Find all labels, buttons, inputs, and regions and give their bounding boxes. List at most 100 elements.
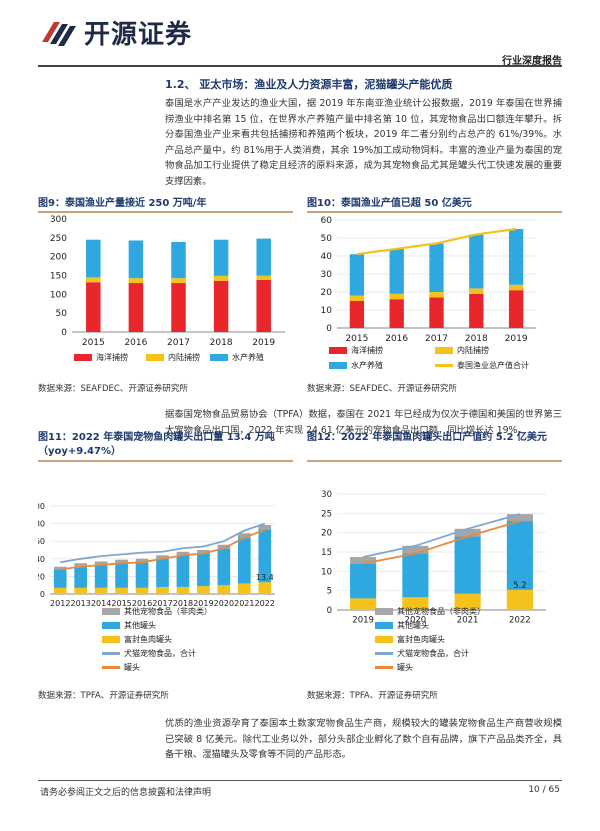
bar-segment — [508, 290, 524, 328]
figure-10-source: 数据来源：SEAFDEC、开源证券研究所 — [307, 384, 457, 394]
y-tick-label: 20 — [321, 288, 333, 298]
series-line — [356, 227, 517, 256]
bar-segment — [156, 555, 169, 559]
y-tick-label: 60 — [38, 537, 45, 546]
legend-swatch — [102, 608, 120, 615]
bar-segment — [213, 239, 229, 276]
x-tick-label: 2022 — [255, 599, 275, 608]
bar-segment — [74, 587, 88, 594]
bar-segment — [197, 553, 210, 587]
bar-segment — [508, 284, 524, 291]
bar-segment — [402, 553, 429, 598]
y-tick-label: 40 — [38, 555, 45, 564]
bar-segment — [389, 299, 404, 328]
legend-label: 犬猫宠物食品，合计 — [124, 649, 196, 658]
bar-segment — [258, 525, 272, 530]
legend-swatch — [329, 362, 347, 369]
bar-segment — [94, 561, 108, 565]
bar-segment — [258, 529, 272, 583]
bar-segment — [237, 583, 251, 594]
figure-11-source: 数据来源：TPFA、开源证券研究所 — [38, 691, 169, 701]
legend-label: 其他罐头 — [124, 621, 156, 630]
y-tick-label: 30 — [321, 490, 332, 500]
legend-item: 泰国渔业总产值合计 — [435, 360, 529, 371]
bar-segment — [429, 297, 444, 328]
bar-segment — [135, 562, 149, 588]
legend-swatch — [375, 636, 393, 643]
figure-12-legend: 其他宠物食品（非肉类） 其他罐头 富封鱼肉罐头 犬猫宠物食品，合计 罐头 — [307, 606, 562, 686]
y-tick-label: 0 — [327, 606, 332, 616]
section-heading: 1.2、 亚太市场：渔业及人力资源丰富，泥猫罐头产能优质 — [165, 78, 453, 91]
bar-segment — [429, 243, 444, 292]
bar-segment — [86, 282, 101, 332]
y-tick-label: 100 — [38, 502, 45, 511]
x-tick-label: 2022 — [509, 616, 531, 626]
bar-segment — [53, 566, 67, 570]
bar-segment — [156, 586, 169, 594]
legend-item: 内陆捕捞 — [435, 345, 489, 356]
y-tick-label: 0 — [61, 328, 67, 338]
figure-12-chart: 0 5 10 15 20 25 30 2019 2020 2021 2022 5.2 — [321, 490, 546, 626]
legend-label: 罐头 — [397, 663, 413, 672]
y-tick-label: 80 — [38, 520, 45, 529]
figure-9-chart: 0 50 100 150 200 250 300 2015 2016 2017 2018 2019 — [50, 215, 285, 348]
x-tick-label: 2020 — [405, 616, 427, 626]
bar-segment — [389, 293, 404, 300]
bar-segment — [217, 585, 231, 594]
report-type-label: 行业深度报告 — [502, 56, 562, 67]
figure-11-title: 图11：2022 年泰国宠物鱼肉罐头出口量 13.4 万吨（yoy+9.47%） — [38, 432, 275, 457]
y-tick-label: 15 — [321, 548, 332, 558]
legend-swatch — [102, 636, 120, 643]
legend-item: 水产养殖 — [210, 352, 264, 363]
data-label: 5.2 — [513, 581, 527, 591]
bar-segment — [135, 558, 149, 563]
x-tick-label: 2012 — [50, 599, 70, 608]
bar-segment — [53, 569, 67, 588]
brand-logo-icon — [42, 22, 76, 46]
bar-segment — [258, 582, 272, 594]
legend-item: 罐头 — [102, 662, 140, 673]
bar-segment — [454, 536, 481, 594]
y-tick-label: 0 — [326, 324, 332, 334]
bar-segment — [217, 548, 231, 586]
figure-10-title: 图10：泰国渔业产值已超 50 亿美元 — [307, 198, 472, 209]
legend-swatch — [435, 364, 453, 367]
bar-segment — [94, 587, 108, 594]
legend-swatch — [74, 354, 92, 361]
bar-segment — [86, 239, 101, 278]
x-tick-label: 2013 — [71, 599, 91, 608]
bar-segment — [128, 240, 144, 279]
bar-segment — [506, 589, 533, 610]
footer-disclaimer: 请务必参阅正文之后的信息披露和法律声明 — [40, 788, 212, 798]
legend-item: 内陆捕捞 — [146, 352, 200, 363]
x-tick-label: 2015 — [345, 334, 368, 344]
x-tick-label: 2018 — [173, 599, 193, 608]
legend-item: 富封鱼肉罐头 — [102, 634, 172, 645]
bar-segment — [217, 544, 231, 549]
legend-label: 内陆捕捞 — [168, 353, 200, 362]
bar-segment — [115, 587, 128, 594]
bar-segment — [506, 514, 533, 522]
body-paragraph-2: 据泰国宠物食品贸易协会（TPFA）数据，泰国在 2021 年已经成为仅次于德国和… — [165, 409, 562, 436]
figure-9-source: 数据来源：SEAFDEC、开源证券研究所 — [38, 384, 188, 394]
bar-segment — [506, 521, 533, 590]
page-number: 10 / 65 — [528, 785, 560, 795]
figure-10-chart: 0 10 20 30 40 50 60 2015 2016 2017 2018 2019 — [321, 216, 536, 344]
legend-label: 泰国渔业总产值合计 — [457, 361, 529, 370]
x-tick-label: 2016 — [124, 338, 147, 348]
figure-9-title: 图9：泰国渔业产量接近 250 万吨/年 — [38, 198, 207, 209]
x-tick-label: 2016 — [385, 334, 408, 344]
bar-segment — [115, 563, 128, 588]
x-tick-label: 2017 — [167, 338, 190, 348]
y-tick-label: 5 — [327, 587, 332, 597]
bar-segment — [402, 545, 429, 554]
body-paragraph-3: 优质的渔业资源孕育了泰国本土数家宠物食品生产商，规模较大的罐装宠物食品生产商营收… — [165, 718, 562, 761]
y-tick-label: 0 — [40, 590, 45, 599]
legend-swatch — [102, 666, 120, 669]
series-line — [60, 528, 266, 571]
bar-segment — [508, 229, 524, 285]
figure-10-rule — [307, 211, 562, 213]
x-tick-label: 2015 — [82, 338, 105, 348]
x-tick-label: 2014 — [91, 599, 111, 608]
legend-item: 水产养殖 — [329, 360, 383, 371]
